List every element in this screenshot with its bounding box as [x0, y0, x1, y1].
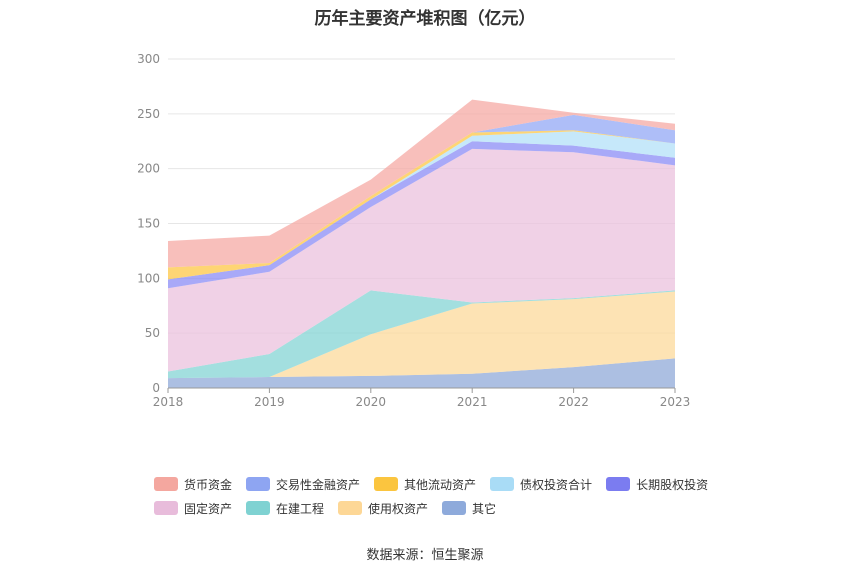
area-series-4 — [168, 141, 675, 289]
y-tick-label: 0 — [152, 381, 160, 395]
area-series-0 — [168, 358, 675, 388]
y-tick-label: 100 — [137, 271, 160, 285]
area-series-8 — [168, 99, 675, 268]
legend-row: 固定资产 在建工程 使用权资产 其它 — [154, 496, 754, 520]
legend-item[interactable]: 交易性金融资产 — [246, 476, 360, 493]
x-tick-label: 2022 — [558, 395, 589, 409]
legend-label: 在建工程 — [276, 501, 325, 516]
legend-swatch — [338, 501, 363, 515]
legend-item[interactable]: 在建工程 — [246, 500, 324, 517]
x-tick-label: 2019 — [254, 395, 285, 409]
legend-item[interactable]: 债权投资合计 — [490, 476, 592, 493]
y-tick-label: 50 — [145, 326, 160, 340]
y-tick-label: 200 — [137, 162, 160, 176]
legend-swatch — [606, 477, 631, 491]
y-tick-label: 250 — [137, 107, 160, 121]
legend-item[interactable]: 其他流动资产 — [374, 476, 476, 493]
y-tick-label: 150 — [137, 217, 160, 231]
area-series-3 — [168, 148, 675, 372]
legend-swatch — [442, 501, 467, 515]
legend-swatch — [154, 501, 178, 515]
x-tick-label: 2020 — [356, 395, 387, 409]
legend-swatch — [490, 477, 515, 491]
legend: 货币资金 交易性金融资产 其他流动资产 债权投资合计 长期股权投资 固定资产 在建工程 使用… — [154, 472, 754, 520]
legend-row: 货币资金 交易性金融资产 其他流动资产 债权投资合计 长期股权投资 — [154, 472, 754, 496]
legend-item[interactable]: 其它 — [442, 500, 496, 517]
legend-label: 其他流动资产 — [404, 477, 477, 492]
legend-item[interactable]: 货币资金 — [154, 476, 232, 493]
legend-label: 交易性金融资产 — [276, 477, 361, 492]
area-series-7 — [168, 114, 675, 268]
x-tick-label: 2018 — [153, 395, 184, 409]
area-series-5 — [168, 131, 675, 280]
data-source: 数据来源：恒生聚源 — [366, 548, 484, 563]
area-series-2 — [168, 290, 675, 379]
stacked-area-chart: 0 50 100 150 200 250 300 2018 2019 2020 2021 2022 20… — [137, 52, 691, 409]
legend-swatch — [374, 477, 399, 491]
x-tick-label: 2021 — [457, 395, 488, 409]
legend-label: 固定资产 — [184, 501, 233, 516]
legend-label: 货币资金 — [184, 477, 233, 492]
legend-item[interactable]: 长期股权投资 — [606, 476, 708, 493]
legend-item[interactable]: 使用权资产 — [338, 500, 428, 517]
x-tick-label: 2023 — [660, 395, 691, 409]
legend-swatch — [246, 477, 271, 491]
legend-label: 债权投资合计 — [520, 477, 593, 492]
legend-swatch — [154, 477, 178, 491]
legend-label: 使用权资产 — [368, 501, 429, 516]
y-tick-label: 300 — [137, 52, 160, 66]
chart-title: 历年主要资产堆积图（亿元） — [314, 9, 536, 29]
legend-swatch — [246, 501, 271, 515]
legend-label: 长期股权投资 — [636, 477, 709, 492]
legend-item[interactable]: 固定资产 — [154, 500, 232, 517]
legend-label: 其它 — [472, 501, 497, 516]
area-series-1 — [168, 291, 675, 379]
